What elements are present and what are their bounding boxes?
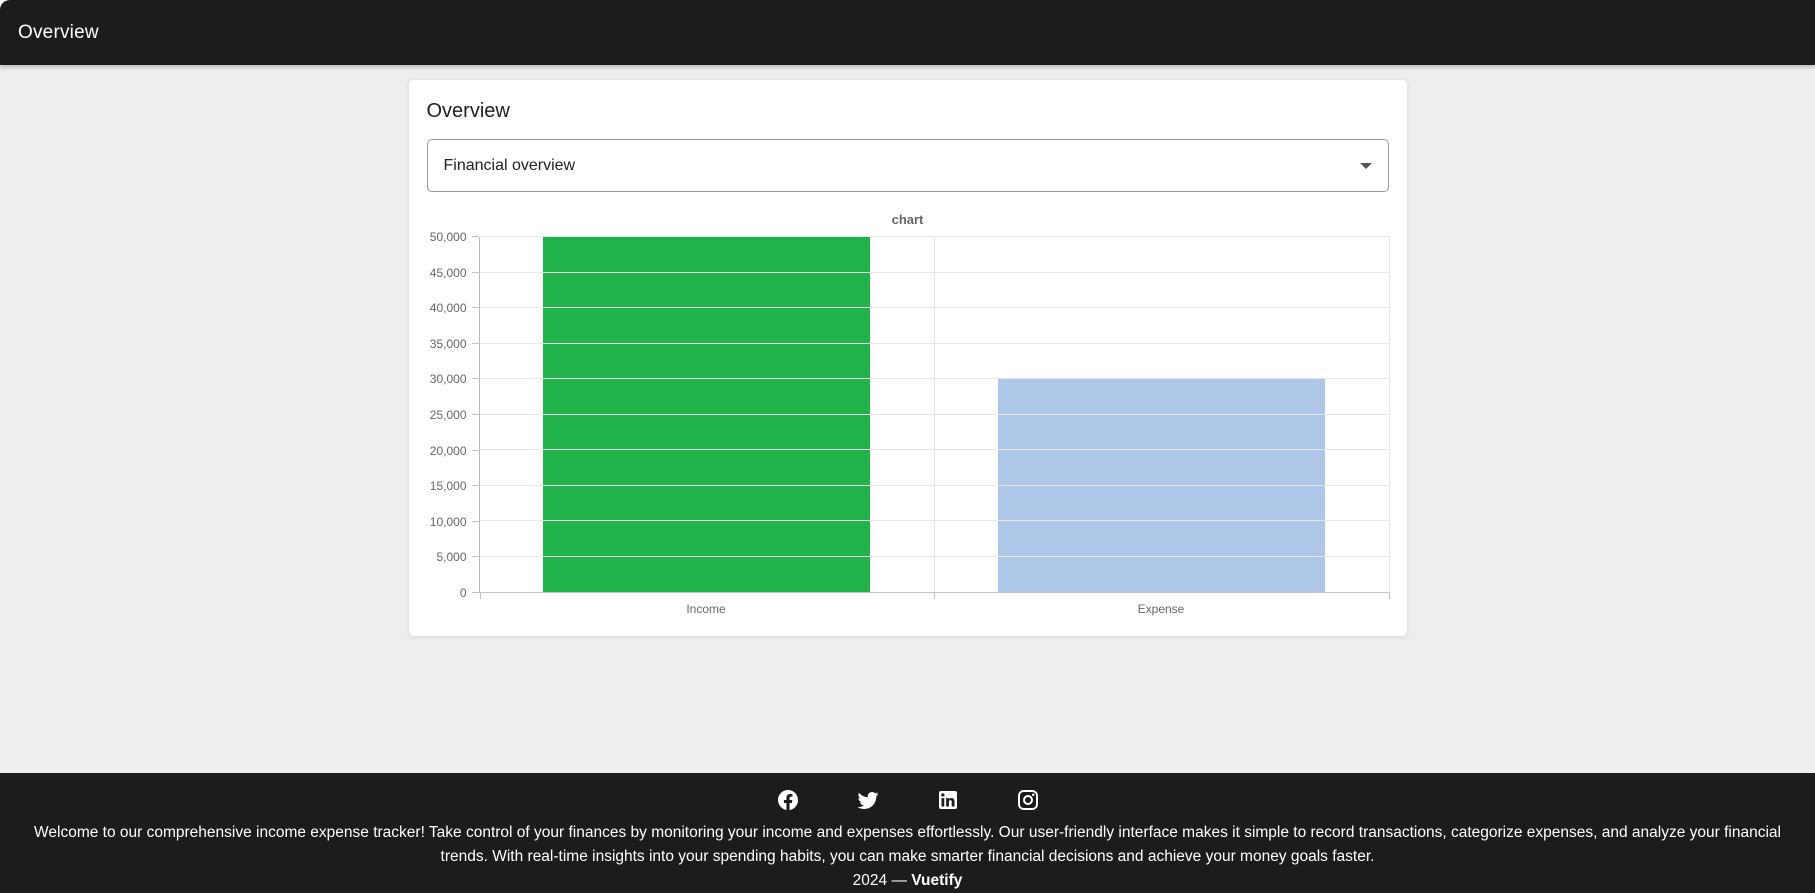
y-tick-mark — [471, 307, 479, 309]
y-tick-mark — [471, 485, 479, 487]
footer-description: Welcome to our comprehensive income expe… — [34, 824, 1781, 865]
app-bar-title: Overview — [18, 21, 99, 43]
overview-card: Overview Financial overview chart 0 5,000… — [407, 79, 1408, 637]
footer-separator: — — [891, 872, 907, 889]
y-tick-mark — [471, 449, 479, 451]
y-tick-label: 0 — [459, 586, 467, 600]
bar-chart: chart 0 5,000 10,000 15,000 20,000 25,000 30,0… — [427, 212, 1390, 616]
y-tick-label: 25,000 — [429, 408, 467, 422]
bar-income[interactable] — [543, 237, 871, 592]
gridline — [934, 237, 935, 592]
y-tick-label: 40,000 — [429, 301, 467, 316]
chart-title: chart — [891, 212, 924, 227]
instagram-button[interactable] — [1008, 786, 1048, 814]
card-title: Overview — [426, 100, 510, 122]
financial-overview-select[interactable]: Financial overview — [426, 139, 1389, 192]
app-bar: Overview — [0, 0, 1815, 65]
y-tick-label: 30,000 — [429, 372, 467, 387]
x-axis-label: Income — [686, 602, 726, 616]
y-tick-label: 50,000 — [429, 230, 467, 244]
y-tick-label: 10,000 — [429, 514, 467, 529]
linkedin-icon — [938, 791, 957, 809]
x-tick-mark — [934, 592, 935, 599]
x-tick-mark — [479, 592, 481, 599]
social-icons-row — [0, 786, 1815, 814]
y-tick-label: 45,000 — [429, 265, 467, 280]
y-tick-mark — [471, 378, 479, 380]
bars-container — [480, 237, 1389, 592]
facebook-button[interactable] — [768, 786, 808, 814]
footer-year: 2024 — [852, 872, 888, 889]
twitter-icon — [857, 792, 878, 809]
main-content: Overview Financial overview chart 0 5,000… — [0, 65, 1815, 773]
footer-brand-line: 2024 — Vuetify — [0, 869, 1815, 893]
chevron-down-icon — [1359, 162, 1372, 169]
x-axis-labels: Income Expense — [479, 593, 1389, 616]
bar-slot — [480, 237, 935, 592]
y-tick-mark — [471, 520, 479, 522]
instagram-icon — [1017, 790, 1038, 810]
x-axis-label: Expense — [1137, 602, 1185, 616]
bar-slot — [934, 237, 1389, 592]
y-tick-label: 35,000 — [429, 336, 467, 351]
y-tick-mark — [471, 271, 479, 273]
y-tick-label: 15,000 — [429, 479, 467, 494]
bar-expense[interactable] — [997, 379, 1325, 592]
footer-brand: Vuetify — [911, 872, 963, 889]
y-tick-mark — [471, 414, 479, 415]
y-tick-label: 5,000 — [436, 550, 467, 565]
footer: Welcome to our comprehensive income expe… — [0, 773, 1815, 893]
y-tick-mark — [471, 592, 479, 593]
y-tick-mark — [471, 342, 479, 344]
facebook-icon — [777, 790, 798, 810]
y-tick-mark — [471, 236, 479, 237]
y-tick-mark — [471, 556, 479, 558]
y-tick-label: 20,000 — [429, 443, 467, 458]
select-value: Financial overview — [443, 156, 576, 174]
y-axis: 0 5,000 10,000 15,000 20,000 25,000 30,000 35,0… — [427, 230, 479, 600]
gridline — [479, 236, 1389, 237]
chart-body: 0 5,000 10,000 15,000 20,000 25,000 30,000 35,0… — [427, 230, 1390, 600]
x-tick-mark — [1388, 592, 1390, 599]
plot-area — [478, 236, 1390, 599]
twitter-button[interactable] — [848, 786, 888, 814]
linkedin-button[interactable] — [928, 786, 968, 814]
gridline — [1388, 237, 1390, 592]
